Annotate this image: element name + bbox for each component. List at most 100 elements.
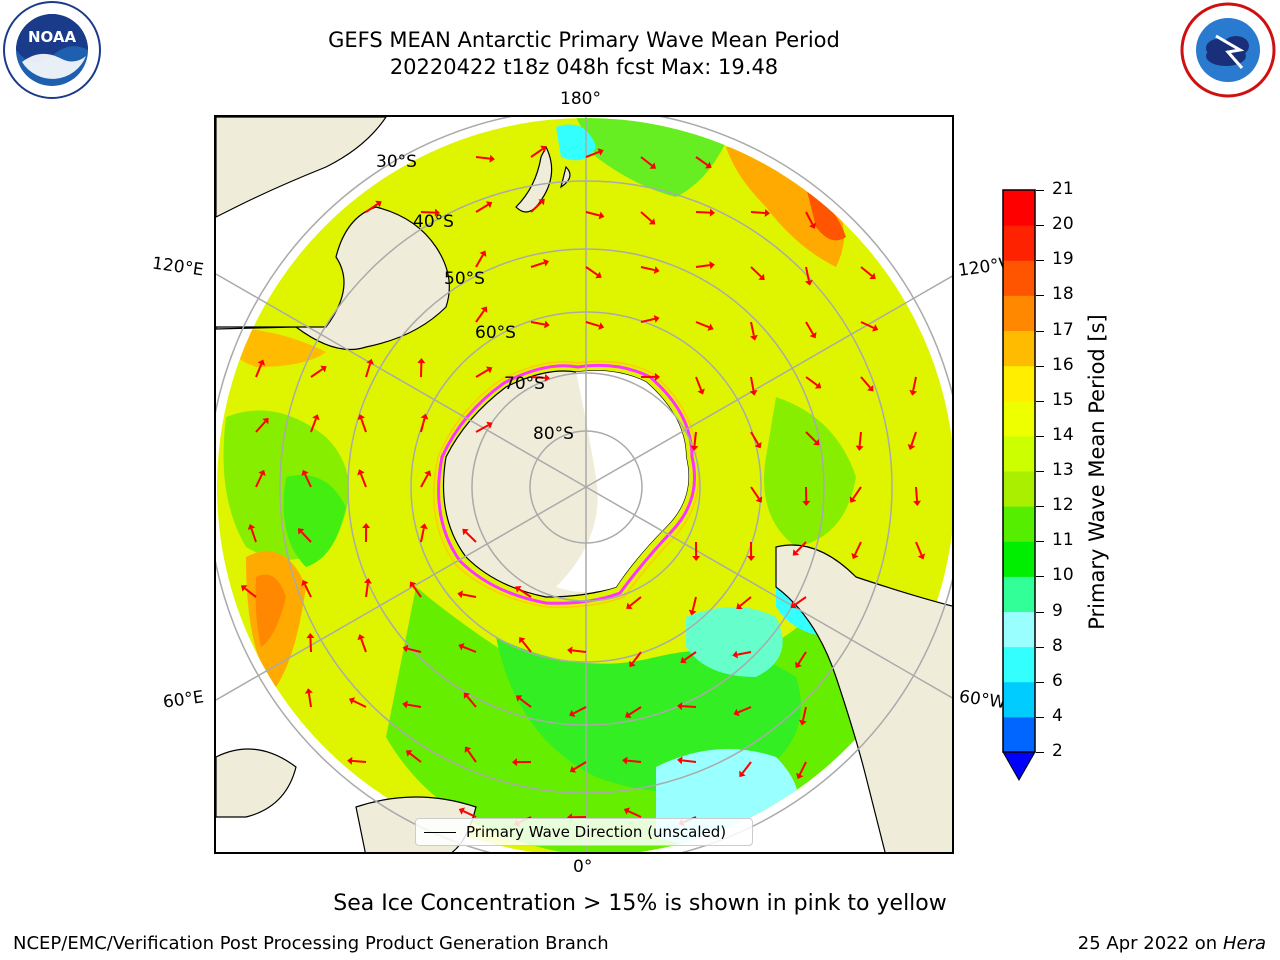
wave-arrow-head — [654, 372, 660, 381]
lon-label-120E: 120°E — [150, 253, 205, 281]
wave-arrow-head — [749, 390, 758, 396]
wave-arrow-shaft — [627, 810, 642, 818]
wave-arrow-shaft — [585, 150, 600, 158]
colorbar-cell — [1003, 365, 1035, 402]
polar-map — [216, 117, 952, 852]
meridian-120E — [216, 273, 587, 488]
colorbar-tick-label: 19 — [1052, 249, 1074, 270]
noaa-logo: NOAA — [3, 1, 101, 99]
colorbar-tick-label: 4 — [1052, 705, 1063, 726]
lat-label-60S: 60°S — [475, 323, 516, 343]
wave-arrow-shaft — [360, 638, 367, 653]
wave-arrow-shaft — [693, 431, 697, 447]
wave-arrow-head — [653, 314, 660, 323]
meridian-60E — [216, 486, 587, 701]
wave-arrow-head — [648, 218, 656, 225]
wave-arrow-head — [312, 414, 320, 421]
land-new-zealand — [515, 145, 553, 213]
colorbar-cell — [1003, 330, 1035, 367]
wave-arrow-head — [306, 633, 315, 639]
colorbar-label: Primary Wave Mean Period [s] — [1085, 314, 1109, 630]
legend-line-swatch — [424, 831, 456, 833]
colorbar-tick-mark — [1036, 716, 1044, 718]
wave-arrow-head — [544, 320, 550, 329]
wave-arrow-shaft — [407, 647, 422, 653]
lat-label-30S: 30°S — [376, 152, 417, 172]
wave-arrow-shaft — [365, 363, 372, 378]
sea-ice-edge — [437, 363, 696, 605]
cyan-field-region — [686, 607, 783, 677]
colorbar-tick-label: 17 — [1052, 319, 1074, 340]
wave-arrow-head — [417, 358, 426, 364]
map-title: GEFS MEAN Antarctic Primary Wave Mean Pe… — [328, 28, 840, 52]
wave-arrow-shaft — [750, 321, 755, 336]
lon-label-60W: 60°W — [957, 686, 1008, 714]
wave-arrow-head — [486, 366, 493, 374]
wave-arrow-head — [258, 469, 266, 477]
wave-arrow-head — [622, 756, 628, 765]
wave-arrow-shaft — [750, 431, 759, 445]
land-africa-top — [216, 117, 387, 218]
colorbar-tick-label: 2 — [1052, 741, 1063, 761]
colorbar-cell — [1003, 225, 1035, 261]
wave-arrow-head — [402, 700, 408, 709]
wave-arrow-head — [519, 637, 526, 644]
wave-arrow-head — [402, 644, 409, 653]
colorbar-tick-mark — [1036, 225, 1044, 227]
colorbar-tick-label: 18 — [1052, 284, 1074, 305]
wave-arrow-head — [489, 154, 495, 163]
wave-arrow-head — [749, 334, 758, 341]
wave-arrow-head — [595, 271, 602, 279]
wave-arrow-head — [802, 500, 811, 506]
wave-arrow-head — [363, 578, 372, 584]
wave-arrow-shaft — [860, 266, 873, 277]
colorbar-extend-arrow — [1002, 751, 1036, 781]
wave-arrow-head — [755, 496, 763, 503]
wave-arrow-shaft — [304, 583, 312, 598]
wave-arrow-head — [707, 323, 714, 331]
wave-arrow-head — [424, 470, 432, 477]
wave-arrow-head — [480, 306, 488, 313]
wave-arrow-shaft — [462, 645, 477, 653]
wave-arrow-shaft — [585, 321, 600, 327]
meridian-120W — [585, 275, 952, 488]
wave-arrow-head — [680, 656, 687, 664]
wave-arrow-head — [409, 581, 417, 588]
wave-arrow-shaft — [255, 363, 263, 378]
wave-arrow-shaft — [420, 418, 426, 433]
wave-arrow-head — [709, 261, 715, 270]
colorbar-cell — [1003, 506, 1035, 542]
lon-label-60E: 60°E — [161, 687, 206, 713]
colorbar-tick-mark — [1036, 471, 1044, 472]
wave-arrow-shaft — [691, 596, 697, 611]
orange-field-region — [726, 147, 844, 267]
wave-arrow-shaft — [407, 703, 422, 708]
wave-arrow-shaft — [915, 486, 919, 502]
wave-arrow-head — [347, 756, 353, 765]
wave-arrow-shaft — [640, 156, 653, 167]
wave-arrow-shaft — [750, 376, 755, 391]
wave-arrow-shaft — [530, 376, 546, 379]
wave-arrow-head — [867, 385, 874, 392]
colorbar-tick-mark — [1036, 576, 1044, 578]
wave-arrow-shaft — [365, 203, 379, 213]
wave-arrow-shaft — [750, 486, 760, 500]
colorbar-cell — [1003, 400, 1035, 437]
wave-arrow-head — [569, 765, 577, 773]
wave-arrow-head — [598, 322, 605, 330]
lat-label-80S: 80°S — [533, 424, 574, 444]
wave-arrow-shaft — [352, 700, 367, 708]
wave-arrow-shaft — [681, 705, 697, 708]
wave-arrow-head — [348, 697, 356, 705]
wave-arrow-shaft — [530, 201, 542, 213]
wave-arrow-head — [677, 702, 683, 711]
colorbar-tick-label: 6 — [1052, 670, 1063, 691]
wave-arrow-shaft — [640, 317, 655, 323]
wave-arrow-shaft — [585, 211, 600, 217]
wave-arrow-shaft — [683, 651, 697, 661]
green-field-region — [576, 118, 736, 197]
wave-arrow-shaft — [365, 582, 369, 598]
colorbar-cell — [1003, 681, 1035, 718]
wave-arrow-head — [736, 602, 743, 610]
wave-arrow-head — [758, 273, 765, 281]
